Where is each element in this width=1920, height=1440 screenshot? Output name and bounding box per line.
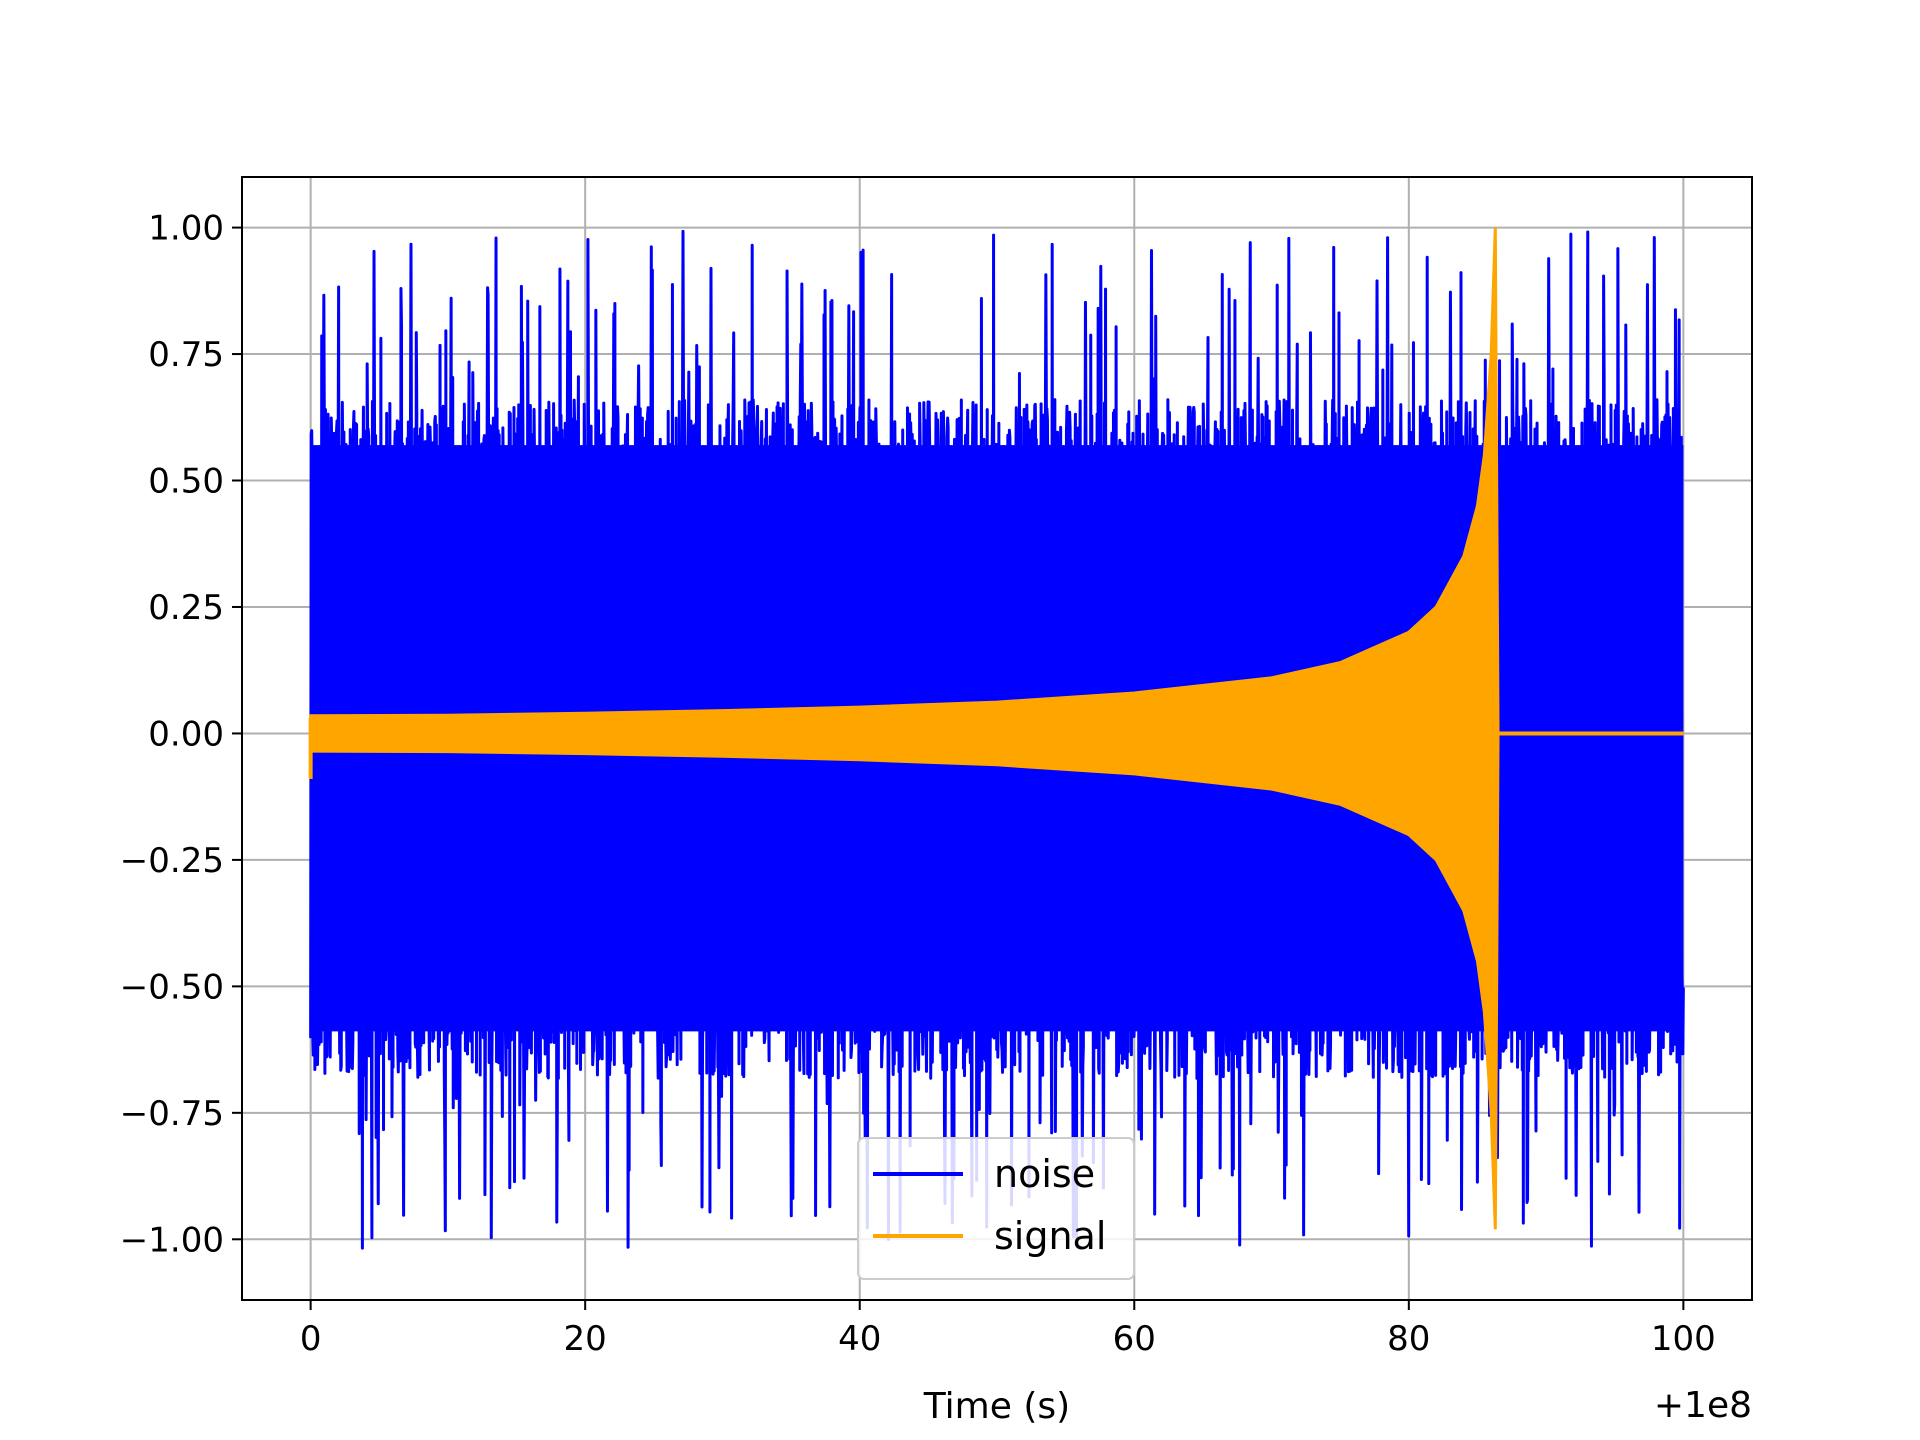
y-tick-label: 0.75 — [148, 335, 224, 375]
y-tick-label: 0.00 — [148, 714, 224, 754]
x-tick-label: 80 — [1387, 1319, 1430, 1359]
y-tick-label: −1.00 — [120, 1220, 224, 1260]
y-tick-label: 0.25 — [148, 588, 224, 628]
y-tick-label: −0.75 — [120, 1094, 224, 1134]
x-tick-label: 60 — [1113, 1319, 1156, 1359]
x-axis-label: Time (s) — [923, 1386, 1070, 1427]
legend-label-signal: signal — [994, 1214, 1106, 1258]
series-signal-line — [308, 227, 1684, 1230]
y-tick-label: 0.50 — [148, 462, 224, 502]
x-tick-label: 0 — [300, 1319, 322, 1359]
x-axis: 0 20 40 60 80 100 — [300, 1300, 1716, 1359]
y-axis: 1.00 0.75 0.50 0.25 0.00 −0.25 −0.50 −0.75 −1.00 — [120, 209, 242, 1260]
y-tick-label: −0.25 — [120, 841, 224, 881]
plot-area — [308, 227, 1685, 1250]
x-tick-label: 20 — [564, 1319, 607, 1359]
legend: noise signal — [857, 1137, 1135, 1280]
x-tick-label: 40 — [838, 1319, 881, 1359]
legend-label-noise: noise — [994, 1152, 1095, 1196]
axes-frame — [241, 176, 1753, 1301]
y-tick-label: −0.50 — [120, 967, 224, 1007]
x-offset-label: +1e8 — [1654, 1385, 1752, 1426]
y-tick-label: 1.00 — [148, 209, 224, 249]
x-tick-label: 100 — [1651, 1319, 1716, 1359]
